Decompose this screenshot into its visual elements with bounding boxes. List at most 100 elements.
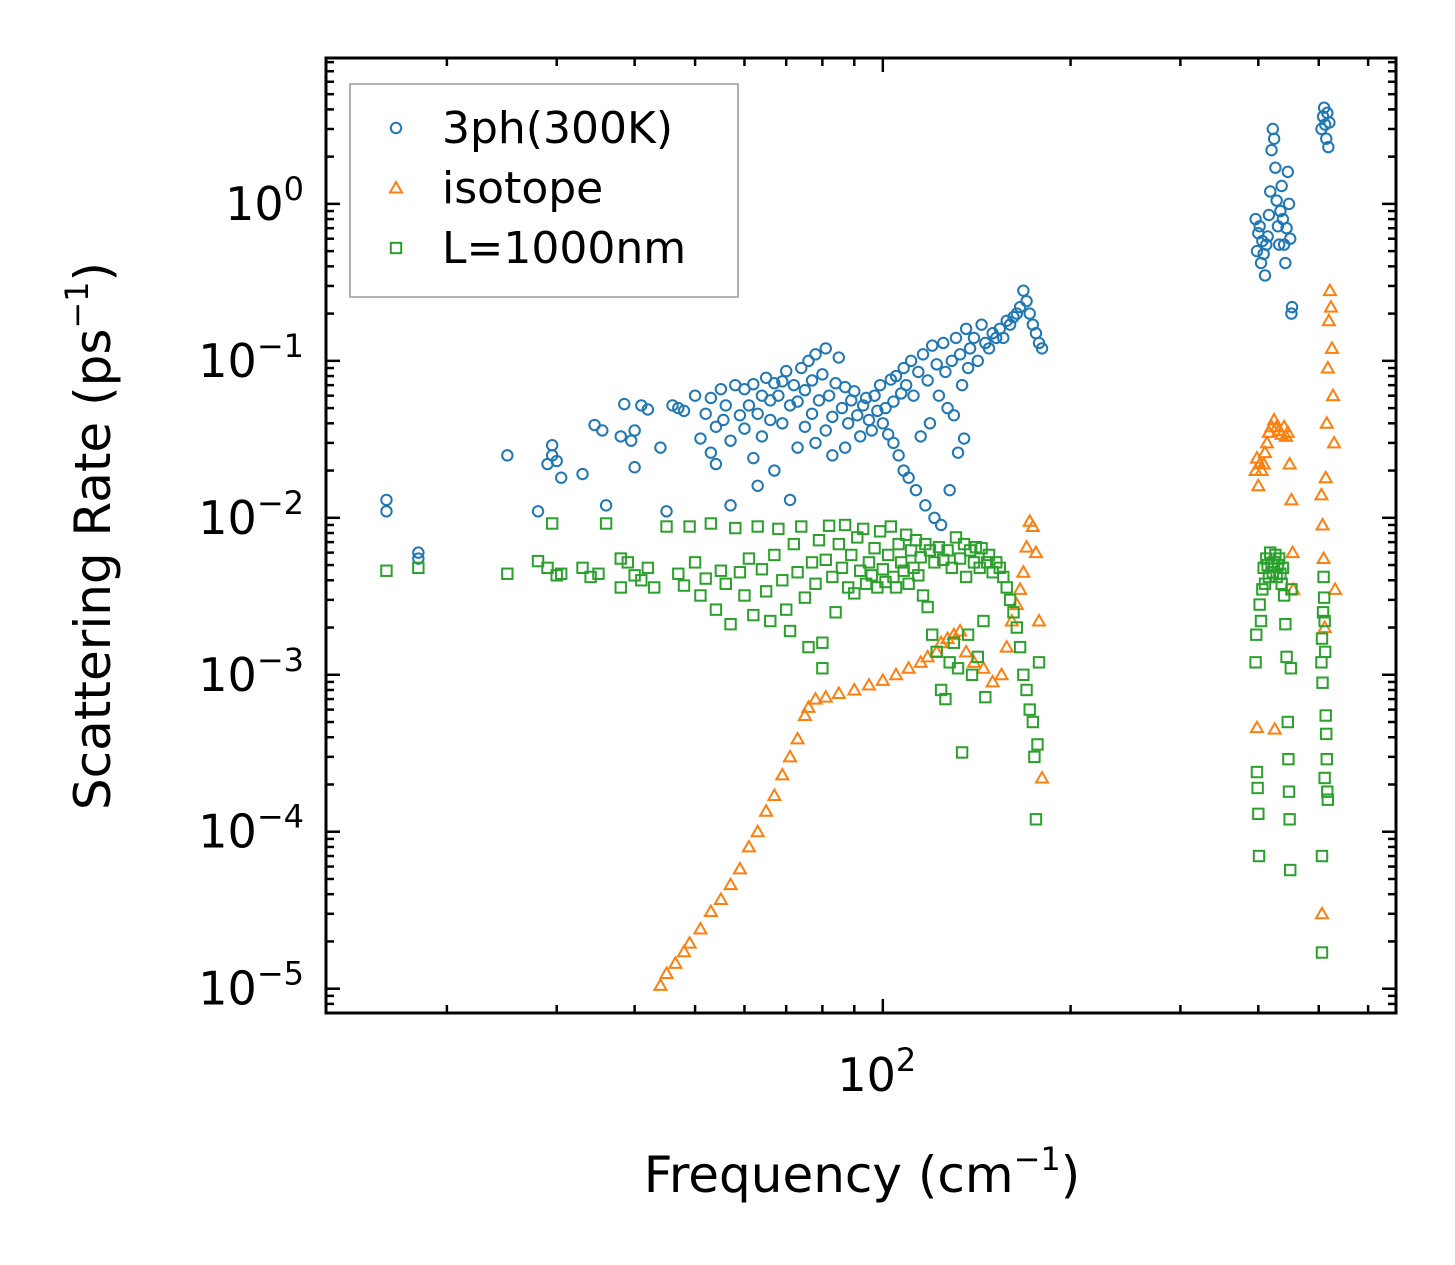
data-point [742, 552, 756, 565]
data-point [1017, 668, 1030, 681]
data-point [722, 876, 739, 891]
data-point [945, 561, 958, 575]
data-point [747, 377, 760, 391]
data-point [1282, 197, 1296, 211]
data-point [1007, 310, 1020, 324]
data-point [621, 556, 634, 569]
data-point [412, 546, 425, 559]
data-point [1276, 561, 1290, 575]
data-point [937, 336, 950, 350]
data-point [780, 603, 793, 616]
data-point [1285, 307, 1298, 320]
data-point [776, 574, 789, 587]
data-point [1321, 312, 1337, 327]
data-point [1284, 662, 1298, 675]
data-point [965, 668, 979, 681]
data-point [809, 577, 822, 590]
data-point [1279, 256, 1292, 270]
data-point [865, 424, 878, 437]
data-point [928, 511, 941, 525]
data-point [953, 552, 967, 565]
data-point [887, 395, 900, 408]
legend-marker [388, 180, 404, 194]
data-point [889, 369, 903, 383]
data-point [809, 436, 822, 450]
data-point [1020, 683, 1033, 697]
y-tick-label-exponent: −2 [257, 484, 304, 522]
data-point [1282, 785, 1296, 798]
data-point [741, 838, 757, 853]
data-point [618, 397, 631, 411]
data-point [783, 624, 797, 638]
data-point [1281, 456, 1298, 470]
data-point [545, 517, 559, 530]
data-point [1252, 849, 1266, 863]
data-point [1026, 715, 1040, 729]
data-point [884, 520, 898, 533]
data-point [961, 361, 975, 375]
data-point [541, 561, 554, 575]
data-point [909, 483, 923, 497]
data-point [1281, 165, 1294, 179]
data-point [900, 660, 917, 674]
data-point [899, 378, 913, 392]
data-point [703, 903, 719, 918]
data-point [713, 891, 729, 905]
data-point [856, 522, 870, 536]
data-point [1250, 628, 1263, 641]
data-point [862, 556, 876, 569]
data-point [1282, 752, 1295, 766]
data-point [717, 413, 730, 427]
data-point [977, 614, 990, 628]
data-point [1319, 709, 1332, 722]
data-point [975, 542, 988, 555]
data-point [749, 823, 766, 838]
data-point [729, 521, 742, 535]
data-point [380, 505, 393, 518]
data-point [975, 318, 988, 331]
data-point [1018, 539, 1035, 553]
data-point [1272, 238, 1286, 251]
y-tick-label-base: 10 [198, 334, 257, 388]
data-point [635, 574, 648, 587]
data-point [797, 707, 813, 722]
axis-ticks [326, 58, 1396, 1015]
data-point [939, 692, 952, 706]
data-point [979, 690, 992, 704]
data-point [822, 519, 836, 532]
data-point [755, 563, 769, 576]
data-point [1285, 300, 1299, 314]
data-point [945, 354, 958, 368]
data-point [826, 410, 839, 424]
data-point [926, 628, 939, 641]
data-point [681, 935, 698, 949]
data-point [1316, 676, 1329, 689]
data-point [902, 471, 915, 484]
data-point [576, 467, 589, 481]
data-point [724, 617, 737, 631]
data-point [1003, 318, 1017, 331]
data-point [930, 358, 943, 371]
data-point [791, 395, 804, 408]
data-point [677, 404, 691, 418]
data-point [733, 409, 747, 422]
data-point [774, 766, 791, 781]
data-point [859, 391, 873, 405]
data-point [584, 570, 597, 584]
data-point [876, 417, 890, 430]
data-point [1323, 299, 1339, 313]
data-point [614, 552, 627, 565]
legend-label: isotope [442, 163, 603, 214]
data-point [1327, 581, 1343, 595]
data-point [959, 322, 973, 336]
data-point [660, 505, 673, 518]
data-point [904, 354, 918, 368]
data-point [1254, 614, 1268, 628]
data-point [1317, 570, 1330, 584]
data-point [1315, 849, 1329, 863]
data-point [947, 636, 961, 649]
data-point [724, 434, 737, 447]
data-point [759, 371, 773, 384]
y-tick-label-exponent: −5 [257, 955, 304, 993]
data-point [876, 563, 890, 576]
